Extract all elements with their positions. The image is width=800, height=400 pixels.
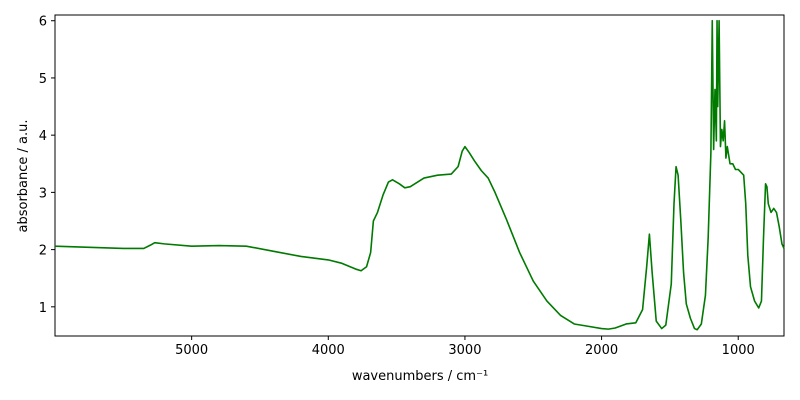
y-tick-label: 6 [39,15,47,30]
y-tick-label: 2 [39,244,47,259]
y-tick-label: 5 [39,72,47,87]
y-tick-label: 3 [39,186,47,201]
x-tick-label: 2000 [585,343,618,358]
spectrum-line [54,19,785,331]
plot-frame [54,14,785,337]
y-tick-label: 4 [39,129,47,144]
x-tick-label: 3000 [448,343,481,358]
x-axis-label: wavenumbers / cm⁻¹ [352,369,488,384]
y-tick-label: 1 [39,301,47,316]
x-tick-label: 5000 [175,343,208,358]
x-tick-label: 4000 [312,343,345,358]
y-axis-label: absorbance / a.u. [16,119,31,232]
x-tick-label: 1000 [722,343,755,358]
